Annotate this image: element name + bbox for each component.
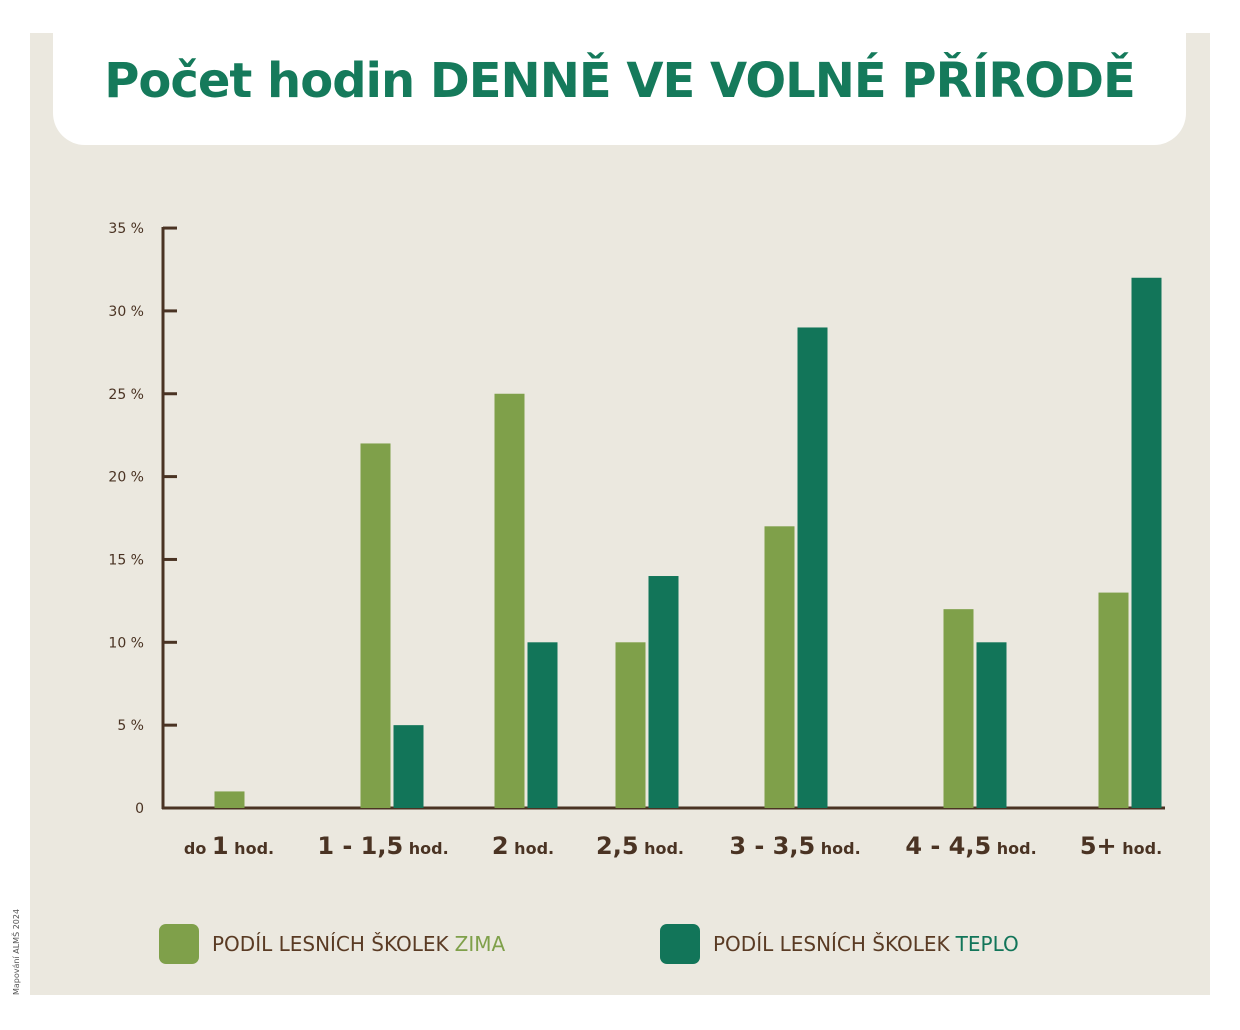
bar-chart: 0 5 % 10 % 15 % 20 % 25 % 30 % 35 % do 1 hod. 1 -… <box>108 221 1165 860</box>
legend-suffix-zima: ZIMA <box>454 932 506 956</box>
x-tick-label: 1 - 1,5 hod. <box>317 832 448 860</box>
chart-title-normal: Počet hodin <box>104 53 415 109</box>
x-tick-label: 2 hod. <box>492 832 554 860</box>
y-tick-label: 35 % <box>108 221 144 237</box>
x-tick-label: 5+ hod. <box>1080 832 1162 860</box>
title-card: Počet hodin DENNĚ VE VOLNÉ PŘÍRODĚ <box>53 33 1186 145</box>
legend-item-teplo: PODÍL LESNÍCH ŠKOLEK TEPLO <box>660 920 1019 968</box>
bar-teplo <box>527 642 558 808</box>
credit-text: Mapování ALMŠ 2024 <box>12 908 21 995</box>
legend-suffix-teplo: TEPLO <box>955 932 1019 956</box>
y-tick-label: 10 % <box>108 635 144 651</box>
y-tick-label: 20 % <box>108 470 144 486</box>
y-tick-label: 15 % <box>108 552 144 568</box>
chart-title-bold: DENNĚ VE VOLNÉ PŘÍRODĚ <box>429 53 1136 109</box>
x-tick-label: 2,5 hod. <box>596 832 684 860</box>
bar-zima <box>943 609 974 808</box>
legend-item-zima: PODÍL LESNÍCH ŠKOLEK ZIMA <box>159 920 505 968</box>
bar-zima <box>615 642 646 808</box>
legend-swatch-zima <box>159 924 199 964</box>
y-tick-label: 0 <box>135 801 144 817</box>
legend-label-zima: PODÍL LESNÍCH ŠKOLEK <box>212 932 449 956</box>
legend-label-teplo: PODÍL LESNÍCH ŠKOLEK <box>713 932 950 956</box>
y-tick-label: 25 % <box>108 387 144 403</box>
chart-title: Počet hodin DENNĚ VE VOLNÉ PŘÍRODĚ <box>53 53 1186 109</box>
bar-teplo <box>1131 277 1162 808</box>
bar-zima <box>1098 592 1129 808</box>
bar-zima <box>764 526 795 808</box>
chart-panel: Počet hodin DENNĚ VE VOLNÉ PŘÍRODĚ 0 5 % 1… <box>30 33 1210 995</box>
bar-zima <box>214 791 245 808</box>
y-tick-label: 5 % <box>117 718 144 734</box>
bar-zima <box>494 393 525 808</box>
bar-teplo <box>393 725 424 808</box>
bar-teplo <box>976 642 1007 808</box>
x-tick-label: 4 - 4,5 hod. <box>905 832 1036 860</box>
bar-teplo <box>797 327 828 808</box>
legend-swatch-teplo <box>660 924 700 964</box>
bar-zima <box>360 443 391 808</box>
x-tick-label: do 1 hod. <box>184 832 274 860</box>
bar-teplo <box>648 576 679 808</box>
y-tick-label: 30 % <box>108 304 144 320</box>
x-tick-label: 3 - 3,5 hod. <box>729 832 860 860</box>
